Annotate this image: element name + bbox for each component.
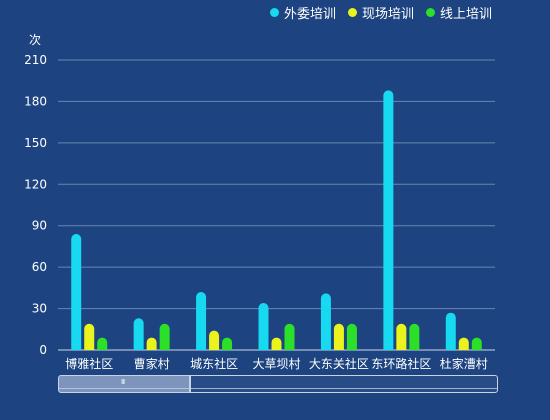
bar-0[interactable] [320,293,331,350]
legend-label: 线上培训 [439,7,492,22]
legend-marker [347,8,357,17]
bar-2[interactable] [222,337,233,350]
bar-0[interactable] [196,292,207,350]
x-tick-label: 曹家村 [134,356,170,371]
zoom-selected-range[interactable]: III [59,376,191,392]
legend-marker [269,8,279,17]
chart-legend: 外委培训 现场培训 线上培训 [269,3,492,22]
y-tick-label: 120 [24,177,47,191]
bar-2[interactable] [284,323,295,350]
bar-0[interactable] [445,312,456,350]
bar-1[interactable] [333,323,344,350]
y-tick-label: 210 [24,53,47,67]
y-tick-label: 0 [39,343,47,357]
x-tick-label: 东环路社区 [371,356,431,371]
x-tick-label: 博雅社区 [65,356,113,371]
bar-1[interactable] [396,323,407,350]
bar-1[interactable] [84,323,95,350]
legend-item-1[interactable]: 现场培训 [347,3,414,22]
bar-0[interactable] [71,234,82,350]
zoom-track [59,388,497,389]
y-tick-label: 150 [24,136,47,150]
legend-label: 外委培训 [283,7,336,22]
bar-2[interactable] [409,323,420,350]
bar-1[interactable] [458,337,469,350]
legend-item-0[interactable]: 外委培训 [269,3,336,22]
bar-2[interactable] [159,323,170,350]
x-tick-label: 大东关社区 [309,356,369,371]
bar-1[interactable] [209,330,220,350]
y-tick-label: 60 [32,260,47,274]
legend-label: 现场培训 [361,7,414,22]
bar-0[interactable] [133,318,144,350]
zoom-grip[interactable]: III [121,378,125,386]
bar-1[interactable] [271,337,282,350]
bar-0[interactable] [383,90,394,350]
y-axis-unit: 次 [29,33,42,47]
bar-2[interactable] [471,337,482,350]
legend-marker [425,8,435,17]
x-tick-label: 大草坝村 [252,357,300,371]
x-tick-label: 杜家漕村 [440,356,488,371]
y-tick-label: 90 [32,219,47,233]
bar-2[interactable] [97,337,108,350]
y-tick-label: 180 [24,94,47,108]
y-tick-label: 30 [32,302,47,316]
bar-0[interactable] [258,303,269,350]
bar-2[interactable] [346,323,357,350]
legend-item-2[interactable]: 线上培训 [425,3,492,22]
bar-1[interactable] [146,337,157,350]
data-zoom-slider[interactable]: III [58,375,498,393]
x-tick-label: 城东社区 [190,356,238,371]
